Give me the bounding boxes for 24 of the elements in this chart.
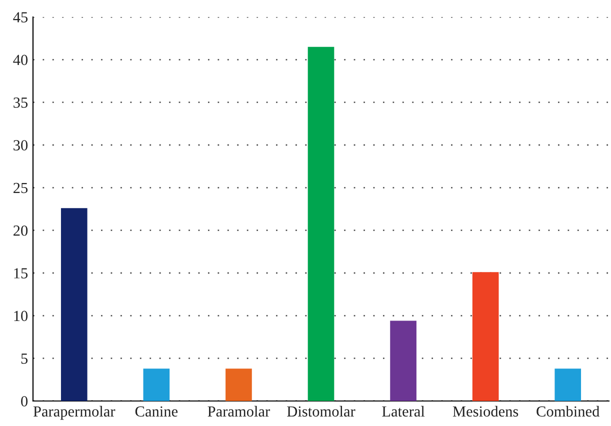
y-tick-label: 35 — [14, 98, 28, 108]
bar — [472, 272, 499, 401]
x-tick-label: Parapermolar — [33, 406, 116, 420]
y-tick-label: 20 — [14, 225, 28, 236]
bar — [554, 368, 582, 401]
y-tick-label: 10 — [14, 310, 28, 322]
x-tick-label: Combined — [536, 406, 600, 417]
y-tick-label: 0 — [21, 396, 28, 406]
bar — [143, 368, 170, 401]
bar — [60, 208, 88, 401]
y-tick-label: 45 — [13, 12, 28, 22]
y-tick-label: 30 — [14, 140, 28, 150]
y-tick-label: 25 — [14, 182, 28, 194]
x-tick-label: Distomolar — [287, 406, 356, 417]
x-tick-label: Paramolar — [208, 406, 270, 417]
bar — [226, 368, 252, 401]
y-tick-label: 5 — [21, 354, 28, 364]
bar — [308, 46, 334, 401]
y-tick-label: 15 — [14, 268, 28, 278]
x-tick-label: Canine — [135, 406, 178, 417]
y-tick-label: 40 — [13, 54, 28, 66]
x-tick-label: Lateral — [382, 406, 425, 417]
bar — [390, 320, 416, 401]
x-tick-label: Mesiodens — [452, 406, 518, 417]
